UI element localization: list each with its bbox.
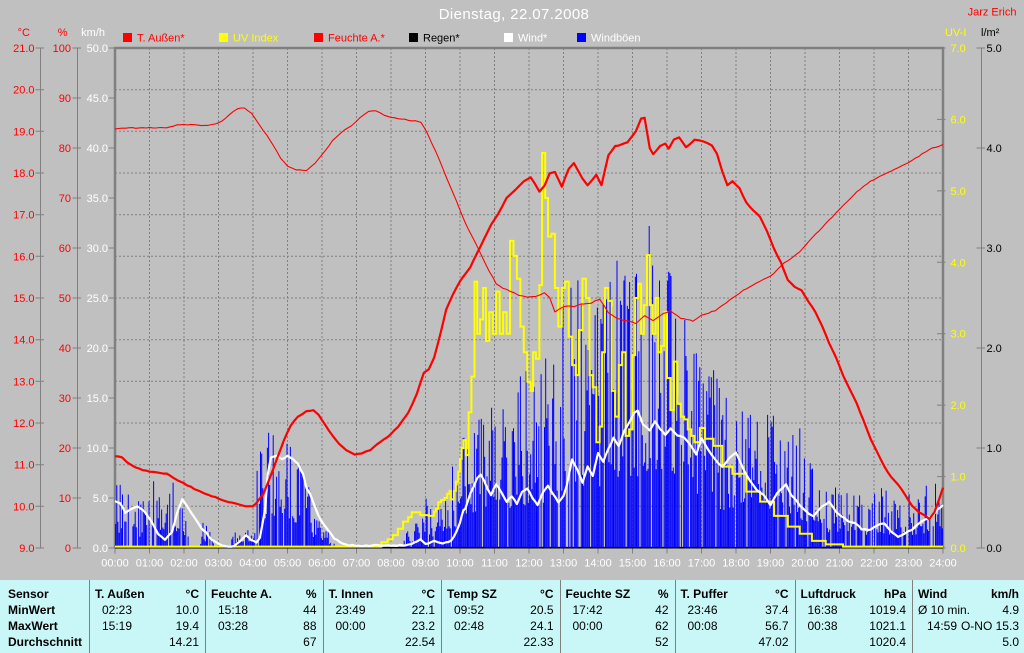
svg-text:10.0: 10.0 (13, 501, 34, 513)
svg-text:70: 70 (59, 193, 71, 205)
svg-text:10: 10 (59, 493, 71, 505)
svg-text:Windböen: Windböen (591, 33, 641, 45)
svg-text:17.0: 17.0 (13, 210, 34, 222)
svg-text:UV Index: UV Index (233, 33, 279, 45)
svg-text:0: 0 (65, 543, 71, 555)
svg-text:°C: °C (18, 27, 30, 39)
svg-text:13:00: 13:00 (550, 558, 578, 570)
svg-text:4.0: 4.0 (951, 257, 966, 269)
svg-text:01:00: 01:00 (136, 558, 164, 570)
svg-text:00:00: 00:00 (101, 558, 129, 570)
svg-text:1.0: 1.0 (987, 443, 1002, 455)
svg-text:45.0: 45.0 (87, 93, 108, 105)
svg-text:50.0: 50.0 (87, 43, 108, 55)
svg-text:90: 90 (59, 93, 71, 105)
svg-text:60: 60 (59, 243, 71, 255)
svg-text:Regen*: Regen* (423, 33, 460, 45)
svg-text:07:00: 07:00 (343, 558, 371, 570)
svg-text:4.0: 4.0 (987, 143, 1002, 155)
svg-text:40: 40 (59, 343, 71, 355)
svg-text:5.0: 5.0 (951, 186, 966, 198)
svg-text:30.0: 30.0 (87, 243, 108, 255)
svg-text:0.0: 0.0 (951, 543, 966, 555)
svg-text:19:00: 19:00 (757, 558, 785, 570)
svg-text:9.0: 9.0 (19, 543, 34, 555)
svg-text:3.0: 3.0 (987, 243, 1002, 255)
svg-text:11:00: 11:00 (481, 558, 508, 570)
svg-text:20:00: 20:00 (791, 558, 819, 570)
svg-text:13.0: 13.0 (13, 376, 34, 388)
svg-text:Feuchte A.*: Feuchte A.* (328, 33, 386, 45)
svg-text:20.0: 20.0 (87, 343, 108, 355)
svg-text:25.0: 25.0 (87, 293, 108, 305)
svg-text:08:00: 08:00 (377, 558, 405, 570)
svg-text:17:00: 17:00 (688, 558, 716, 570)
svg-text:23:00: 23:00 (895, 558, 923, 570)
svg-text:2.0: 2.0 (987, 343, 1002, 355)
svg-text:12.0: 12.0 (13, 418, 34, 430)
svg-text:24:00: 24:00 (929, 558, 957, 570)
svg-text:10.0: 10.0 (87, 443, 108, 455)
svg-text:15:00: 15:00 (619, 558, 647, 570)
svg-text:80: 80 (59, 143, 71, 155)
svg-text:16:00: 16:00 (653, 558, 681, 570)
svg-text:7.0: 7.0 (951, 43, 966, 55)
svg-text:18:00: 18:00 (722, 558, 750, 570)
svg-text:Jarz Erich: Jarz Erich (968, 7, 1017, 19)
svg-text:UV-I: UV-I (945, 27, 966, 39)
svg-text:15.0: 15.0 (13, 293, 34, 305)
svg-text:16.0: 16.0 (13, 251, 34, 263)
svg-text:09:00: 09:00 (412, 558, 440, 570)
svg-text:21.0: 21.0 (13, 43, 34, 55)
svg-text:20.0: 20.0 (13, 85, 34, 97)
svg-text:T. Außen*: T. Außen* (137, 33, 185, 45)
svg-text:05:00: 05:00 (274, 558, 302, 570)
svg-text:19.0: 19.0 (13, 126, 34, 138)
svg-text:40.0: 40.0 (87, 143, 108, 155)
svg-text:14.0: 14.0 (13, 335, 34, 347)
svg-text:35.0: 35.0 (87, 193, 108, 205)
svg-text:22:00: 22:00 (860, 558, 888, 570)
svg-text:12:00: 12:00 (515, 558, 543, 570)
svg-text:10:00: 10:00 (446, 558, 474, 570)
svg-text:21:00: 21:00 (826, 558, 854, 570)
svg-text:04:00: 04:00 (239, 558, 267, 570)
svg-text:2.0: 2.0 (951, 400, 966, 412)
svg-text:06:00: 06:00 (308, 558, 336, 570)
svg-text:0.0: 0.0 (93, 543, 108, 555)
svg-text:%: % (58, 27, 68, 39)
svg-text:03:00: 03:00 (205, 558, 233, 570)
svg-text:km/h: km/h (81, 27, 105, 39)
svg-text:18.0: 18.0 (13, 168, 34, 180)
svg-text:11.0: 11.0 (14, 460, 35, 472)
svg-text:02:00: 02:00 (170, 558, 198, 570)
svg-text:6.0: 6.0 (951, 114, 966, 126)
svg-text:Wind*: Wind* (518, 33, 548, 45)
svg-text:15.0: 15.0 (87, 393, 108, 405)
svg-text:0.0: 0.0 (987, 543, 1002, 555)
svg-text:20: 20 (59, 443, 71, 455)
svg-text:50: 50 (59, 293, 71, 305)
svg-text:100: 100 (53, 43, 71, 55)
svg-text:30: 30 (59, 393, 71, 405)
svg-text:3.0: 3.0 (951, 329, 966, 341)
svg-text:14:00: 14:00 (584, 558, 612, 570)
svg-text:l/m²: l/m² (981, 27, 1000, 39)
svg-text:1.0: 1.0 (951, 472, 966, 484)
svg-text:Dienstag, 22.07.2008: Dienstag, 22.07.2008 (439, 6, 590, 23)
svg-text:5.0: 5.0 (987, 43, 1002, 55)
svg-text:5.0: 5.0 (93, 493, 108, 505)
